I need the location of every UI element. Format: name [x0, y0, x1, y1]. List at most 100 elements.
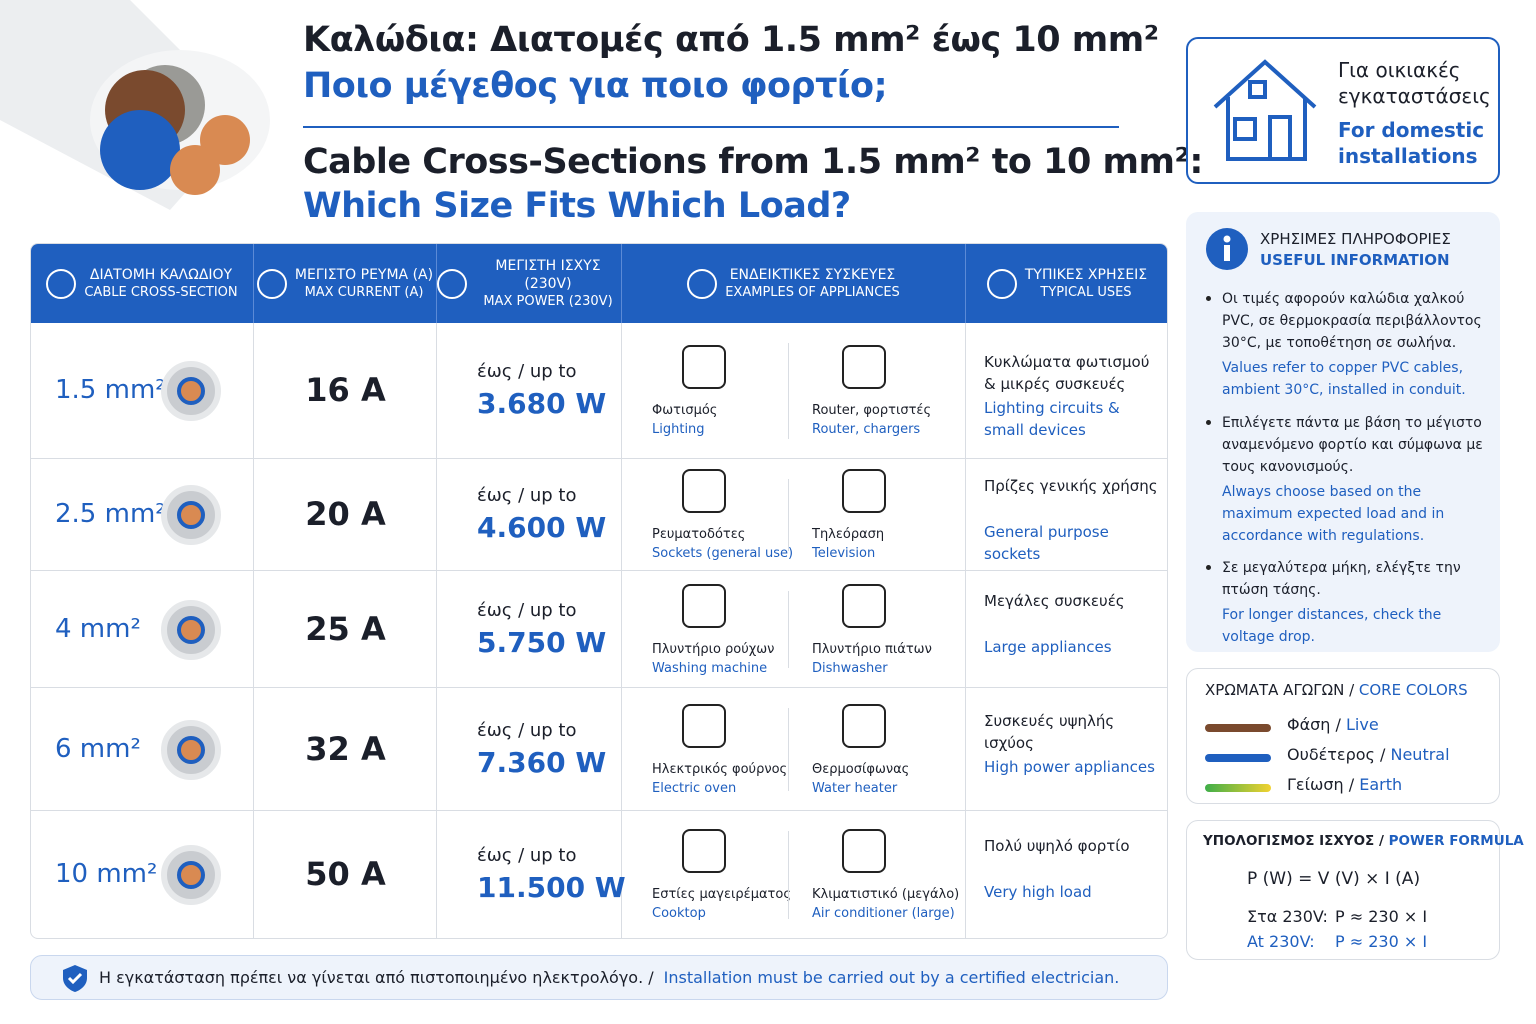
colors-title-gr: ΧΡΩΜΑΤΑ ΑΓΩΓΩΝ / — [1205, 681, 1355, 699]
core-gr: Φάση / — [1287, 715, 1341, 734]
column-header: ΕΝΔΕΙΚΤΙΚΕΣ ΣΥΣΚΕΥΕΣ EXAMPLES OF APPLIANC… — [622, 244, 966, 323]
uses-gr: Μεγάλες συσκευές — [984, 591, 1125, 610]
colors-title: ΧΡΩΜΑΤΑ ΑΓΩΓΩΝ / CORE COLORS — [1205, 681, 1468, 699]
cell — [437, 688, 622, 811]
appliance-gr: Ηλεκτρικός φούρνος — [652, 761, 788, 777]
appliance-divider — [788, 343, 789, 439]
info-gr: Οι τιμές αφορούν καλώδια χαλκού PVC, σε … — [1222, 291, 1482, 351]
info-icon — [1206, 228, 1248, 270]
info-title-gr: ΧΡΗΣΙΜΕΣ ΠΛΗΡΟΦΟΡΙΕΣ — [1260, 230, 1451, 248]
appliance-en: Router, chargers — [812, 422, 921, 437]
cell — [254, 811, 437, 938]
appliance-divider — [788, 831, 789, 919]
appliance-en: Lighting — [652, 422, 705, 437]
divider — [303, 126, 1119, 128]
core-gr: Γείωση / — [1287, 775, 1355, 794]
power-prefix: έως / up to — [477, 361, 577, 382]
header-en: EXAMPLES OF APPLIANCES — [725, 284, 900, 300]
core-swatch — [1205, 754, 1271, 762]
appliance-icon — [842, 345, 886, 389]
size: 6 mm² — [55, 733, 141, 764]
formula-title: ΥΠΟΛΟΓΙΣΜΟΣ ΙΣΧΥΟΣ / POWER FORMULA — [1203, 833, 1524, 849]
formula-title-gr: ΥΠΟΛΟΓΙΣΜΟΣ ΙΣΧΥΟΣ / — [1203, 833, 1384, 849]
cell — [31, 571, 254, 688]
shield-icon — [63, 964, 87, 992]
info-gr: Επιλέγετε πάντα με βάση το μέγιστο αναμε… — [1222, 415, 1483, 475]
footer-gr: Η εγκατάσταση πρέπει να γίνεται από πιστ… — [99, 968, 654, 987]
header-gr: ΜΕΓΙΣΤΗ ΙΣΧΥΣ (230V) — [495, 257, 601, 292]
appliance-icon — [842, 469, 886, 513]
power: 4.600 W — [477, 511, 607, 544]
cable-icon — [161, 845, 221, 905]
bullet — [1206, 296, 1211, 301]
appliance-icon — [842, 829, 886, 873]
header-en: MAX CURRENT (A) — [304, 284, 424, 300]
appliance-divider — [788, 708, 789, 791]
bullet — [1206, 565, 1211, 570]
cable-icon — [161, 361, 221, 421]
appliance-en: Cooktop — [652, 906, 706, 921]
power-prefix: έως / up to — [477, 845, 577, 866]
title-en: Cable Cross-Sections from 1.5 mm² to 10 … — [303, 142, 1203, 182]
cell — [437, 323, 622, 459]
appliance-icon — [682, 829, 726, 873]
formula-title-en: POWER FORMULA — [1388, 833, 1524, 849]
header-en: TYPICAL USES — [1040, 284, 1132, 300]
uses-en: Lighting circuits & small devices — [984, 399, 1120, 439]
appliance-gr: Τηλεόραση — [812, 527, 885, 542]
uses-gr: Κυκλώματα φωτισμού & μικρές συσκευές — [984, 353, 1150, 393]
header-text: ΜΕΓΙΣΤΟ ΡΕΥΜΑ (A) MAX CURRENT (A) — [295, 266, 433, 302]
cell — [254, 688, 437, 811]
cell — [437, 811, 622, 938]
domestic-gr: Για οικιακές εγκαταστάσεις — [1338, 58, 1491, 108]
core-en: Earth — [1359, 775, 1403, 794]
formula: P (W) = V (V) × I (A) — [1247, 869, 1421, 889]
size: 4 mm² — [55, 613, 141, 644]
column-header: ΜΕΓΙΣΤΟ ΡΕΥΜΑ (A) MAX CURRENT (A) — [254, 244, 437, 323]
appliance-en: Television — [812, 546, 876, 561]
appliance-gr: Πλυντήριο ρούχων — [652, 641, 775, 657]
appliance-divider — [788, 591, 789, 668]
header-gr: ΔΙΑΤΟΜΗ ΚΑΛΩΔΙΟΥ — [89, 266, 233, 283]
uses-en: High power appliances — [984, 757, 1155, 776]
cell — [31, 459, 254, 571]
appliance-icon — [682, 703, 726, 748]
cell — [966, 459, 1167, 571]
cell — [966, 811, 1167, 938]
appliance-en: Electric oven — [652, 780, 737, 796]
power: 3.680 W — [477, 387, 607, 420]
header-text: ΔΙΑΤΟΜΗ ΚΑΛΩΔΙΟΥ CABLE CROSS-SECTION — [84, 266, 237, 302]
core-en: Live — [1346, 715, 1379, 734]
core-swatch — [1205, 784, 1271, 792]
subtitle-gr: Ποιο μέγεθος για ποιο φορτίο; — [303, 66, 888, 106]
column-header: ΜΕΓΙΣΤΗ ΙΣΧΥΣ (230V) MAX POWER (230V) — [437, 244, 622, 323]
current: 25 A — [305, 609, 386, 648]
uses-en: General purpose sockets — [984, 523, 1109, 563]
cell — [622, 571, 966, 688]
core-label: Ουδέτερος / Neutral — [1287, 745, 1450, 764]
appliance-gr: Πλυντήριο πιάτων — [812, 641, 932, 657]
info-en: Values refer to copper PVC cables, ambie… — [1222, 360, 1466, 398]
cable-core — [177, 377, 205, 405]
power: 11.500 W — [477, 871, 626, 904]
core-en: Neutral — [1390, 745, 1450, 764]
appliance-en: Dishwasher — [812, 660, 888, 676]
core-label: Γείωση / Earth — [1287, 775, 1402, 794]
uses-en: Very high load — [984, 883, 1092, 901]
power-prefix: έως / up to — [477, 599, 577, 621]
column-header: ΤΥΠΙΚΕΣ ΧΡΗΣΕΙΣ TYPICAL USES — [966, 244, 1167, 323]
cell — [31, 323, 254, 459]
formula-expr: P ≈ 230 × I — [1335, 932, 1428, 951]
power: 7.360 W — [477, 745, 607, 779]
header-gr: ΜΕΓΙΣΤΟ ΡΕΥΜΑ (A) — [294, 266, 434, 283]
cell — [437, 571, 622, 688]
appliance-en: Air conditioner (large) — [812, 906, 955, 921]
uses-gr: Πολύ υψηλό φορτίο — [984, 837, 1130, 855]
uses-gr: Συσκευές υψηλής ισχύος — [984, 711, 1115, 752]
cable-core — [177, 735, 205, 764]
size: 2.5 mm² — [55, 499, 166, 529]
appliance-divider — [788, 479, 789, 551]
appliance-gr: Εστίες μαγειρέματος — [652, 887, 791, 902]
header-icon — [256, 268, 287, 299]
